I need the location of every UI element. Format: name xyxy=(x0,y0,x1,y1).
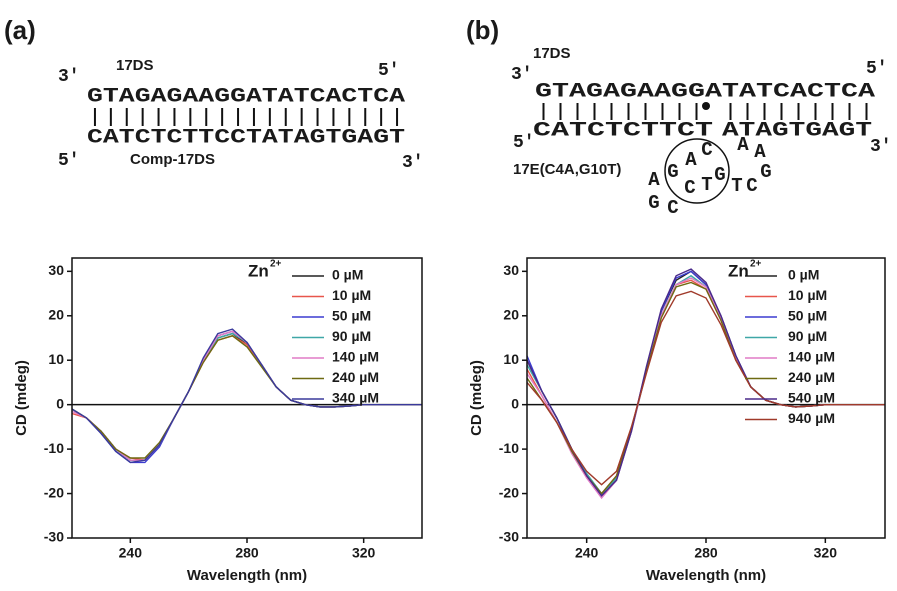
legend-label: 90 µM xyxy=(788,328,827,344)
strand-end: 3' xyxy=(511,65,533,85)
plot-frame xyxy=(526,257,886,539)
legend-title-sup: 2+ xyxy=(750,259,762,270)
x-tick-label: 240 xyxy=(575,545,599,561)
y-tick-label: 0 xyxy=(511,395,519,411)
y-tick-label: 20 xyxy=(503,306,519,322)
y-tick-label: 30 xyxy=(503,262,519,278)
legend-label: 10 µM xyxy=(788,287,827,303)
legend-label: 50 µM xyxy=(788,308,827,324)
loop-circle xyxy=(664,138,730,204)
diagram-a: 3' 17DS 5' GTAGAGAAGGATATCACTCA CATCTCTT… xyxy=(58,57,424,173)
x-axis-title: Wavelength (nm) xyxy=(187,567,307,584)
legend-label: 240 µM xyxy=(332,369,379,385)
strand-end: 5' xyxy=(866,59,888,79)
sequence: GTAGAGAAGGATATCACTCA xyxy=(87,85,405,108)
legend-label: 240 µM xyxy=(788,369,835,385)
enzyme-name: 17E(C4A,G10T) xyxy=(513,161,621,178)
y-tick-label: 30 xyxy=(48,262,64,278)
y-axis-title: CD (mdeg) xyxy=(13,360,30,436)
strand-end: 3' xyxy=(402,153,424,173)
legend-label: 0 µM xyxy=(332,267,363,283)
loop-base: C xyxy=(684,177,695,199)
x-tick-label: 240 xyxy=(119,545,143,561)
wobble-dot xyxy=(702,102,710,110)
loop-base: A xyxy=(685,149,697,171)
loop-base: T xyxy=(731,175,742,197)
plot-area xyxy=(72,328,422,464)
y-tick-label: -30 xyxy=(499,529,519,545)
sequence: CATCTCTTCT xyxy=(533,119,713,142)
plot-area xyxy=(527,268,885,500)
y-tick-label: 10 xyxy=(48,351,64,367)
strand-end: 5' xyxy=(378,61,400,81)
legend-label: 540 µM xyxy=(788,390,835,406)
strand-end: 3' xyxy=(58,67,80,87)
legend-label: 340 µM xyxy=(332,390,379,406)
loop-base: C xyxy=(667,197,678,219)
panel-label: (a) xyxy=(4,15,36,45)
loop-base: C xyxy=(746,175,757,197)
legend-title-sup: 2+ xyxy=(270,259,282,270)
panel-label: (b) xyxy=(466,15,499,45)
x-tick-label: 320 xyxy=(814,545,838,561)
legend-label: 10 µM xyxy=(332,287,371,303)
x-tick-label: 320 xyxy=(352,545,376,561)
x-tick-label: 280 xyxy=(235,545,259,561)
y-tick-label: 20 xyxy=(48,306,64,322)
loop-base: T xyxy=(701,174,712,196)
legend-label: 50 µM xyxy=(332,308,371,324)
strand-name: 17DS xyxy=(116,57,154,74)
loop-base: G xyxy=(714,164,725,186)
sequence: ATAGTGAGT xyxy=(722,119,872,142)
cd-curve xyxy=(527,290,885,486)
legend-label: 140 µM xyxy=(788,349,835,365)
y-tick-label: -30 xyxy=(44,529,64,545)
loop-base: G xyxy=(760,161,771,183)
y-tick-label: -20 xyxy=(499,484,519,500)
loop-base: A xyxy=(754,141,766,163)
x-axis-title: Wavelength (nm) xyxy=(646,567,766,584)
strand-end: 3' xyxy=(870,137,892,157)
loop-base: C xyxy=(701,139,712,161)
y-axis-title: CD (mdeg) xyxy=(468,360,485,436)
loop-base: A xyxy=(737,134,749,156)
strand-name: Comp-17DS xyxy=(130,151,215,168)
plot-frame xyxy=(71,257,423,539)
loop-base: A xyxy=(648,169,660,191)
loop-base: G xyxy=(667,161,678,183)
legend-label: 940 µM xyxy=(788,410,835,426)
y-tick-label: -10 xyxy=(44,440,64,456)
legend-title: Zn xyxy=(248,261,269,280)
legend-label: 90 µM xyxy=(332,328,371,344)
legend-label: 0 µM xyxy=(788,267,819,283)
x-tick-label: 280 xyxy=(694,545,718,561)
y-tick-label: -20 xyxy=(44,484,64,500)
strand-end: 5' xyxy=(58,151,80,171)
y-tick-label: 0 xyxy=(56,395,64,411)
sequence: CATCTCTTCCTATAGTGAGT xyxy=(87,126,405,149)
loop-base: G xyxy=(648,192,659,214)
y-tick-label: 10 xyxy=(503,351,519,367)
cd-curve xyxy=(72,328,422,464)
strand-name: 17DS xyxy=(533,45,571,62)
diagram-b: 17DS 3' 5' GTAGAGAAGGATATCACTCA CATCTCTT… xyxy=(511,45,892,204)
legend-title: Zn xyxy=(728,261,749,280)
y-tick-label: -10 xyxy=(499,440,519,456)
strand-end: 5' xyxy=(513,133,535,153)
legend-label: 140 µM xyxy=(332,349,379,365)
sequence: GTAGAGAAGGATATCACTCA xyxy=(535,80,875,103)
